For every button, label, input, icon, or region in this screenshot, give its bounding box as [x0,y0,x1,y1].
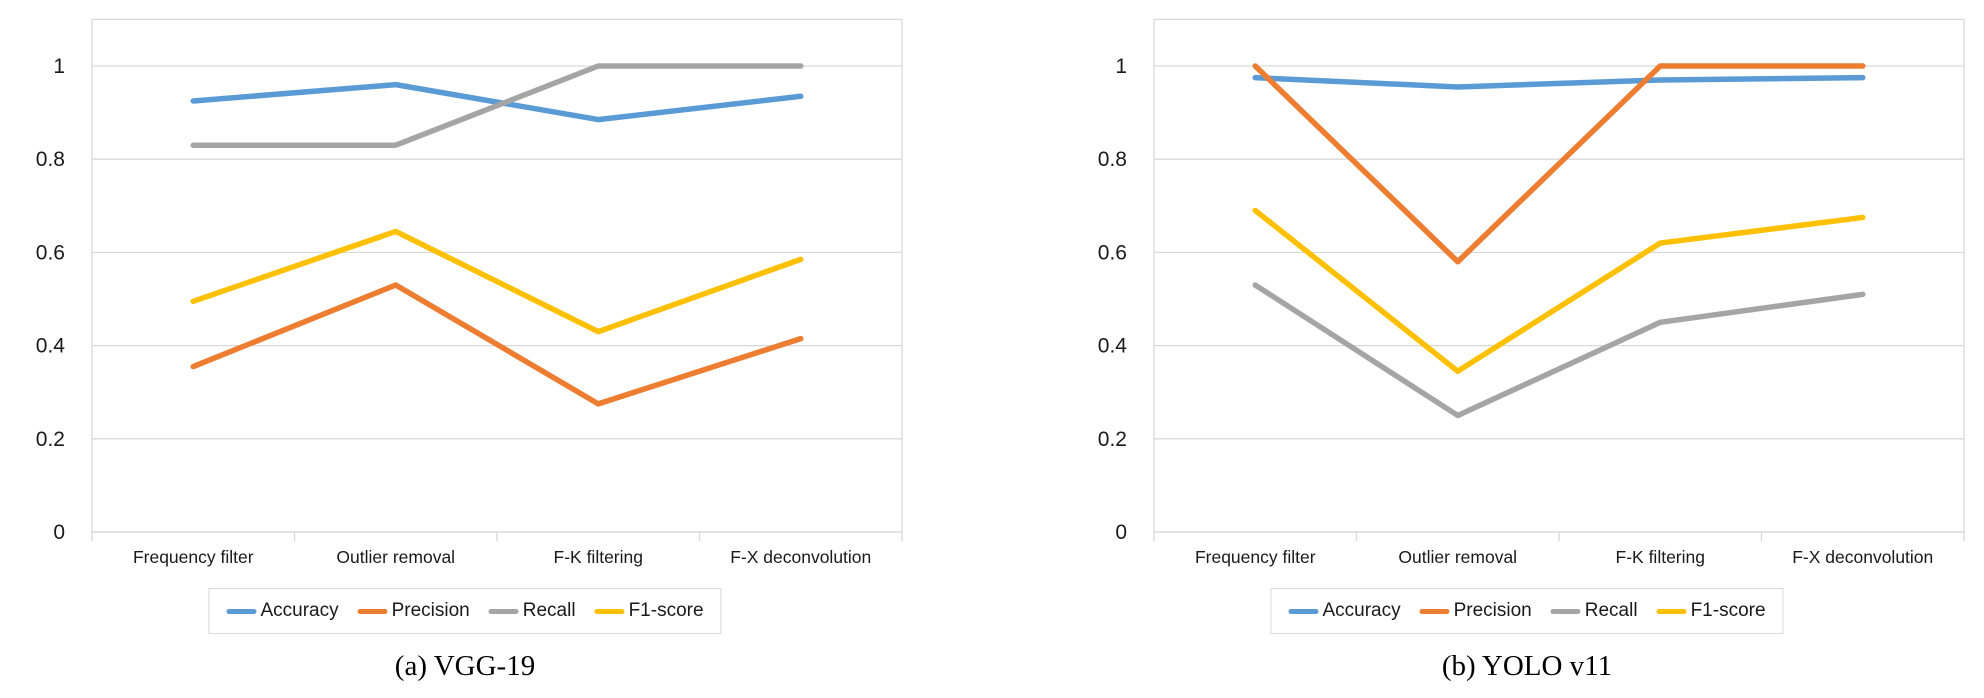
y-axis-tick-label: 0 [1115,521,1127,544]
x-axis-category-label: Frequency filter [1195,547,1316,567]
series-line-precision [190,282,804,407]
legend-swatch-accuracy [1288,608,1319,614]
x-axis-category-label: F-X deconvolution [1792,547,1933,567]
figure-vgg19: 0 0.2 0.4 0.6 0.8 1 Frequency filter Outlier re… [0,0,925,698]
series-line-accuracy [190,81,804,123]
legend-label-recall: Recall [1584,600,1638,621]
legend-item-f1-score: F1-score [1656,600,1766,622]
legend-swatch-recall [1550,608,1581,614]
figure-yolov11: 0 0.2 0.4 0.6 0.8 1 Frequency filter Outlier re… [1062,0,1984,698]
y-axis-tick-label: 0.4 [1098,335,1128,358]
subfigure-caption-b: (b) YOLO v11 [1441,650,1613,682]
series-line-f1-score [1252,207,1866,374]
y-axis-tick-label: 0.2 [36,428,65,451]
legend-item-recall: Recall [1550,600,1638,622]
legend-swatch-precision [1419,608,1450,614]
legend-swatch-accuracy [226,608,257,614]
series-line-f1-score [190,228,804,335]
legend-item-precision: Precision [357,600,470,622]
legend-item-f1-score: F1-score [594,600,704,622]
chart-canvas-yolov11: 0 0.2 0.4 0.6 0.8 1 Frequency filter Outlier re… [1098,18,1965,567]
x-axis-category-label: F-K filtering [554,547,643,567]
y-axis-tick-label: 1 [1115,55,1127,78]
y-axis-tick-label: 0.4 [36,335,66,358]
series-line-accuracy [1252,74,1866,90]
legend: Accuracy Precision Recall F1-score [1270,588,1784,634]
legend-item-accuracy: Accuracy [1288,600,1401,622]
y-axis-tick-label: 0.2 [1098,428,1127,451]
x-axis-category-label: F-K filtering [1616,547,1705,567]
y-axis-tick-label: 0 [53,521,65,544]
y-axis-tick-label: 0.8 [36,148,65,171]
x-axis-category-label: Outlier removal [1398,547,1517,567]
y-axis-tick-label: 0.6 [1098,241,1127,264]
legend-label-precision: Precision [1453,600,1532,621]
legend-label-f1-score: F1-score [628,600,704,621]
legend-swatch-f1-score [594,608,625,614]
series-line-recall [1252,282,1866,419]
x-axis-category-label: Outlier removal [336,547,455,567]
chart-canvas-vgg19: 0 0.2 0.4 0.6 0.8 1 Frequency filter Outlier re… [36,18,903,567]
series-line-recall [190,63,804,148]
legend: Accuracy Precision Recall F1-score [208,588,722,634]
y-axis-tick-label: 1 [53,55,65,78]
x-axis-category-label: Frequency filter [133,547,254,567]
legend-label-precision: Precision [391,600,470,621]
legend-label-accuracy: Accuracy [1322,600,1401,621]
legend-label-accuracy: Accuracy [260,600,339,621]
legend-item-precision: Precision [1419,600,1532,622]
y-axis-tick-label: 0.6 [36,241,65,264]
plot-border [1153,18,1965,533]
y-axis-tick-label: 0.8 [1098,148,1127,171]
legend-label-recall: Recall [522,600,576,621]
legend-swatch-precision [357,608,388,614]
x-axis-category-label: F-X deconvolution [730,547,871,567]
legend-swatch-recall [488,608,519,614]
legend-swatch-f1-score [1656,608,1687,614]
series-line-precision [1252,63,1866,265]
legend-item-accuracy: Accuracy [226,600,339,622]
legend-item-recall: Recall [488,600,576,622]
subfigure-caption-a: (a) VGG-19 [394,650,536,682]
legend-label-f1-score: F1-score [1690,600,1766,621]
